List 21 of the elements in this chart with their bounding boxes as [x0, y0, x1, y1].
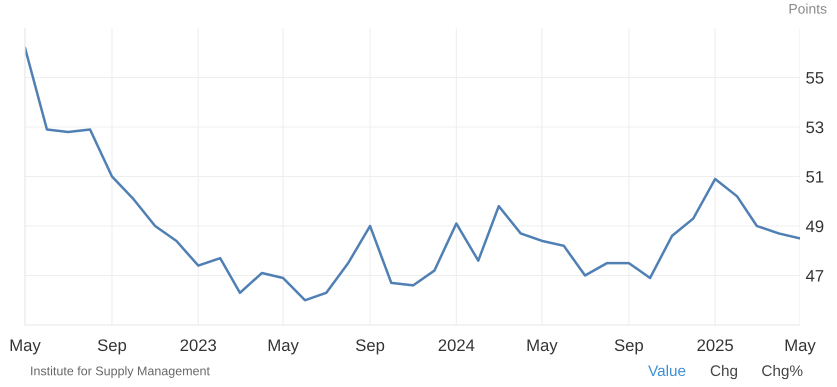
y-tick-label: 55	[806, 72, 824, 84]
y-axis-title: Points	[790, 4, 826, 14]
y-tick-label: 51	[806, 171, 824, 183]
line-series	[25, 46, 800, 302]
x-tick-label: 2024	[438, 339, 474, 352]
x-tick-label: May	[786, 340, 816, 354]
text: Value	[648, 364, 686, 376]
x-tick-label: May	[528, 340, 558, 354]
x-tick-label: Sep	[356, 339, 384, 354]
x-tick-label: 2023	[180, 339, 216, 352]
x-tick-label: Sep	[614, 339, 644, 354]
text: Chg%	[762, 364, 802, 380]
x-tick-label: 2025	[697, 339, 733, 352]
y-tick-label: 53	[806, 121, 824, 134]
x-tick-label: May	[268, 340, 299, 354]
x-tick-label: Sep	[98, 339, 126, 354]
y-tick-label: 49	[806, 220, 824, 232]
x-tick-label: May	[10, 340, 41, 354]
y-tick-label: 47	[806, 270, 824, 282]
text: Institute for Supply Management	[31, 366, 210, 378]
text: Chg	[710, 364, 738, 380]
